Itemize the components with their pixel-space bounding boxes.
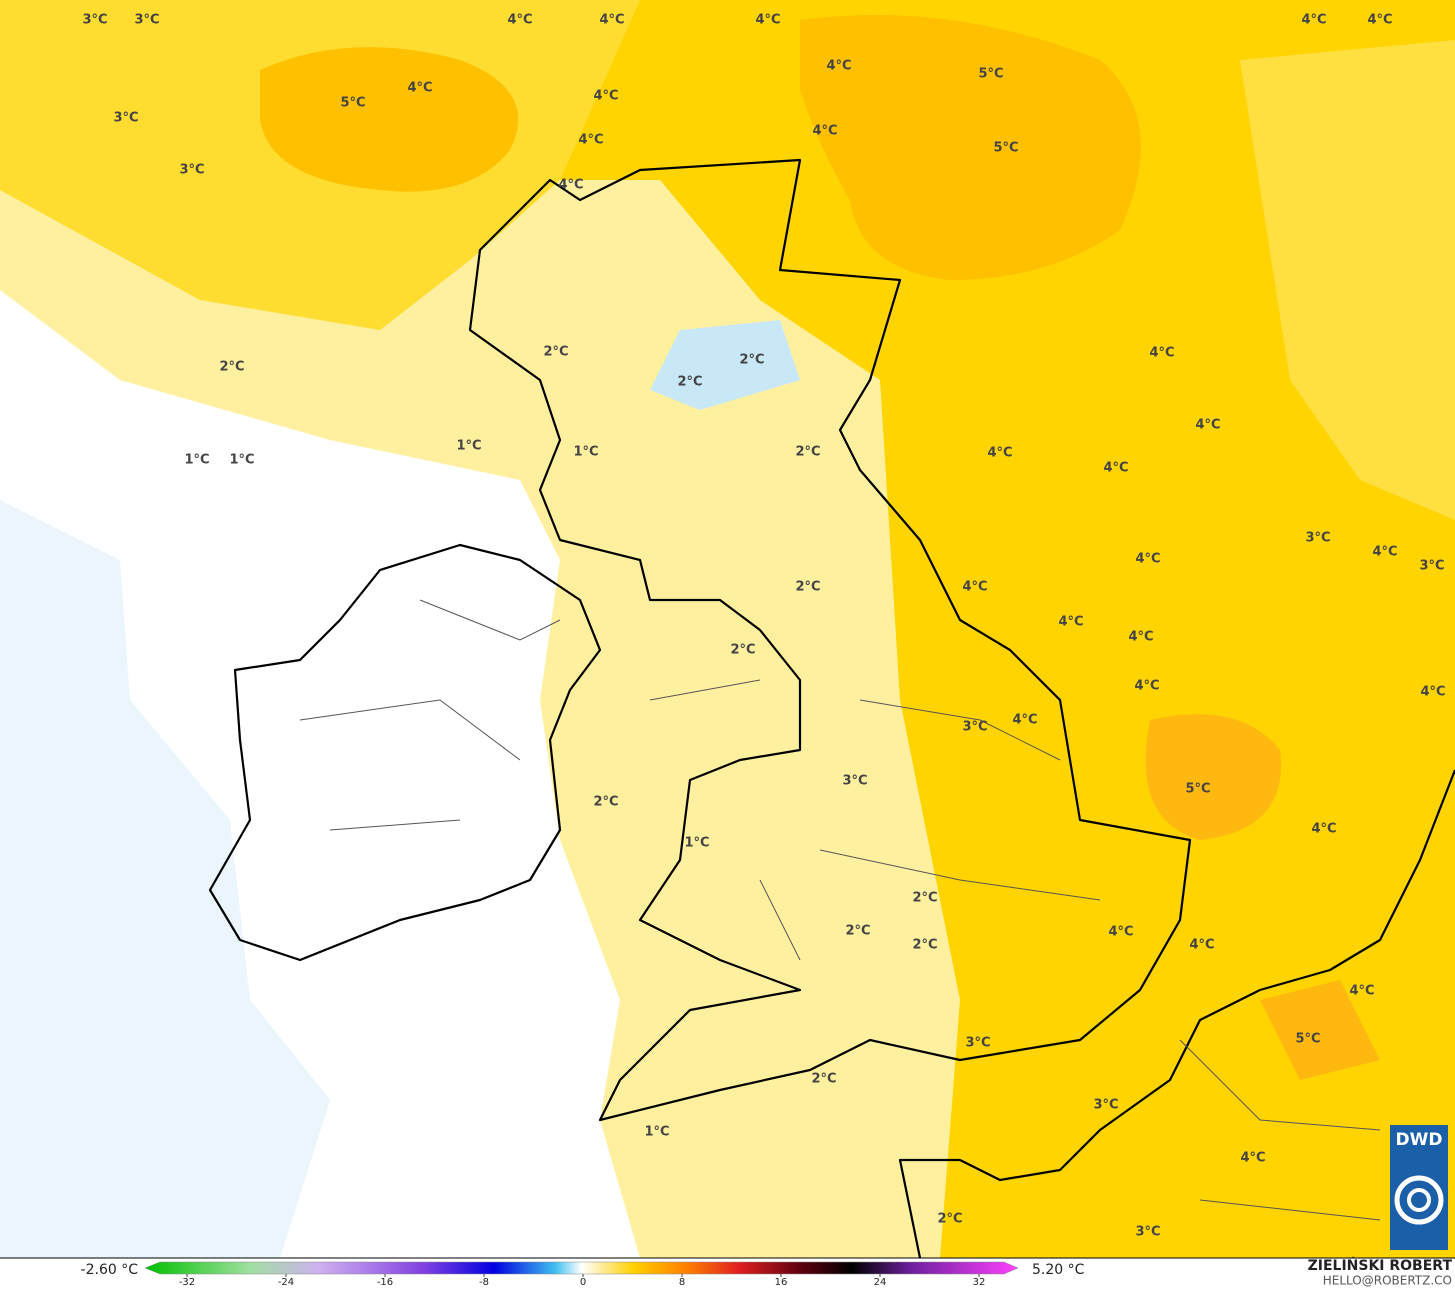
colorbar-min: -2.60 °C <box>81 1262 139 1278</box>
colorbar-gradient <box>144 1261 1019 1275</box>
temperature-label: 1°C <box>229 453 254 468</box>
temperature-label: 4°C <box>1349 984 1374 999</box>
temperature-label: 4°C <box>1372 545 1397 560</box>
temperature-label: 4°C <box>755 13 780 28</box>
temperature-label: 3°C <box>842 774 867 789</box>
field-5c <box>800 15 1141 280</box>
temperature-label: 4°C <box>1367 13 1392 28</box>
logo-swirl <box>1394 1175 1444 1225</box>
author: ZIELIŃSKI ROBERT <box>1308 1256 1453 1274</box>
temperature-label: 2°C <box>739 353 764 368</box>
colorbar-tick-label: 0 <box>580 1277 586 1287</box>
temperature-label: 2°C <box>937 1212 962 1227</box>
temperature-label: 1°C <box>456 439 481 454</box>
temperature-label: 5°C <box>1185 782 1210 797</box>
temperature-label: 3°C <box>962 720 987 735</box>
temperature-label: 1°C <box>573 445 598 460</box>
colorbar-tick-label: 16 <box>775 1277 788 1287</box>
temperature-label: 2°C <box>912 938 937 953</box>
logo-swirl <box>1407 1188 1431 1212</box>
field-3c <box>1240 40 1455 520</box>
field-0c <box>0 500 330 1258</box>
coastline-britain <box>468 158 1192 1122</box>
temperature-label: 4°C <box>1103 461 1128 476</box>
temperature-label: 4°C <box>1135 552 1160 567</box>
temperature-label: 4°C <box>593 89 618 104</box>
temperature-label: 4°C <box>1240 1151 1265 1166</box>
temperature-label: 3°C <box>134 13 159 28</box>
temperature-label: 4°C <box>599 13 624 28</box>
temperature-label: 4°C <box>962 580 987 595</box>
temperature-label: 5°C <box>993 141 1018 156</box>
logo-text: DWD <box>1396 1130 1443 1150</box>
temperature-label: 2°C <box>593 795 618 810</box>
colorbar-max: 5.20 °C <box>1032 1262 1085 1278</box>
temperature-label: 3°C <box>1135 1225 1160 1240</box>
temperature-label: 2°C <box>730 643 755 658</box>
colorbar-tick-label: 8 <box>679 1277 685 1287</box>
temperature-label: 4°C <box>812 124 837 139</box>
temperature-label: 2°C <box>219 360 244 375</box>
field-0c <box>650 320 800 410</box>
field-5c <box>1260 980 1380 1080</box>
temperature-label: 3°C <box>1419 559 1444 574</box>
temperature-label: 4°C <box>407 81 432 96</box>
coastline-ireland <box>208 543 602 962</box>
temperature-label: 3°C <box>1305 531 1330 546</box>
temperature-label: 2°C <box>677 375 702 390</box>
temperature-label: 4°C <box>1108 925 1133 940</box>
temperature-label: 3°C <box>1093 1098 1118 1113</box>
colorbar-tick-label: -8 <box>479 1277 489 1287</box>
temperature-label: 1°C <box>184 453 209 468</box>
temperature-label: 3°C <box>179 163 204 178</box>
temperature-label: 4°C <box>1301 13 1326 28</box>
coastline-continent <box>898 769 1455 1259</box>
temperature-label: 1°C <box>684 836 709 851</box>
temperature-label: 4°C <box>1128 630 1153 645</box>
colorbar: -2.60 °C 5.20 °C -32 -24 -16 -8 0 8 16 24 32 <box>81 1261 1085 1288</box>
temperature-label: 4°C <box>1195 418 1220 433</box>
field-5c <box>260 47 519 192</box>
colorbar-tick-label: -32 <box>179 1277 195 1287</box>
temperature-label: 5°C <box>1295 1032 1320 1047</box>
temperature-label: 4°C <box>578 133 603 148</box>
temperature-label: 3°C <box>113 111 138 126</box>
temperature-label: 4°C <box>1149 346 1174 361</box>
temperature-label: 4°C <box>987 446 1012 461</box>
temperature-label: 2°C <box>845 924 870 939</box>
colorbar-tick-label: 24 <box>874 1277 887 1287</box>
temperature-label: 4°C <box>1189 938 1214 953</box>
colorbar-tick-label: -24 <box>278 1277 294 1287</box>
field-5c <box>1145 714 1281 840</box>
map <box>0 0 1455 1259</box>
temperature-label: 2°C <box>795 580 820 595</box>
contact: HELLO@ROBERTZ.CO <box>1323 1274 1452 1288</box>
temperature-label: 2°C <box>795 445 820 460</box>
temperature-label: 5°C <box>340 96 365 111</box>
temperature-label: 4°C <box>1134 679 1159 694</box>
temperature-label: 2°C <box>543 345 568 360</box>
temperature-label: 4°C <box>1420 685 1445 700</box>
temperature-label: 2°C <box>811 1072 836 1087</box>
temperature-label: 4°C <box>507 13 532 28</box>
temperature-label: 4°C <box>826 59 851 74</box>
map-labels: 3°C 3°C 4°C 4°C 4°C 4°C 4°C 5°C 4°C 3°C 4°C 4°C 5°C 4… <box>82 13 1445 1240</box>
temperature-label: 4°C <box>1012 713 1037 728</box>
temperature-label: 1°C <box>644 1125 669 1140</box>
temperature-label: 4°C <box>1058 615 1083 630</box>
colorbar-tick-label: 32 <box>973 1277 986 1287</box>
temperature-label: 3°C <box>965 1036 990 1051</box>
borders <box>299 599 1381 1221</box>
colorbar-tick-label: -16 <box>377 1277 393 1287</box>
temperature-label: 4°C <box>1311 822 1336 837</box>
temperature-label: 2°C <box>912 891 937 906</box>
temperature-label: 4°C <box>558 178 583 193</box>
temperature-label: 3°C <box>82 13 107 28</box>
temperature-label: 5°C <box>978 67 1003 82</box>
